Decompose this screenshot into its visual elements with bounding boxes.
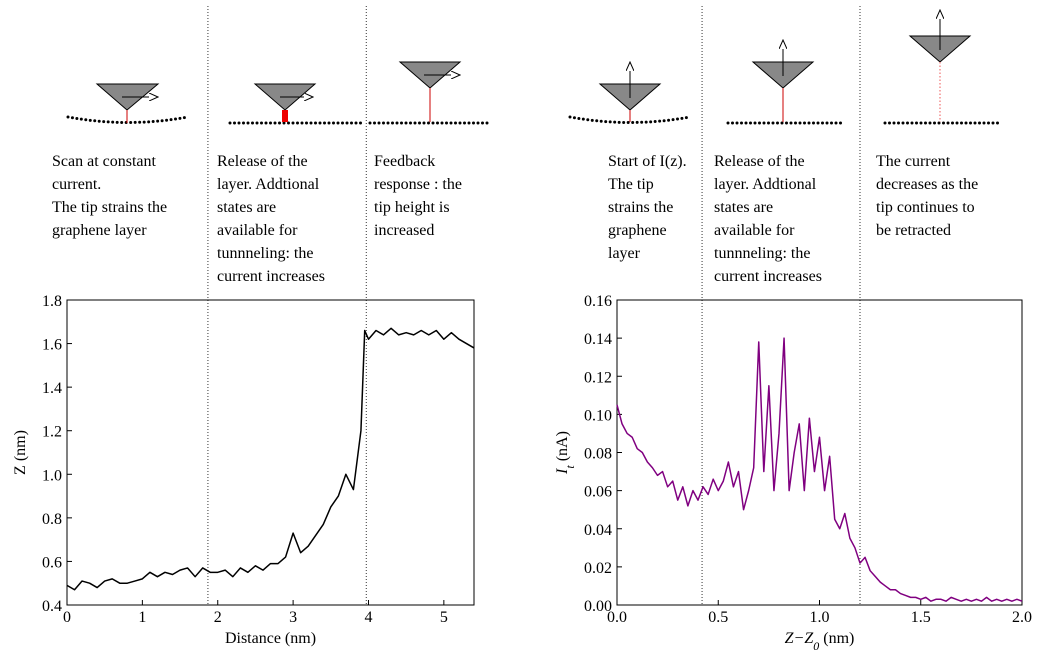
y-tick-label: 0.02 xyxy=(584,560,612,577)
annotation: available for xyxy=(714,222,795,239)
annotation: Feedback xyxy=(374,153,435,170)
annotation: response : the xyxy=(374,176,462,193)
x-tick-label: 2 xyxy=(214,609,222,626)
annotation: current. xyxy=(52,176,101,193)
y-tick-label: 0.6 xyxy=(42,554,62,571)
x-axis-label-part: (nm) xyxy=(819,630,854,647)
annotation: states are xyxy=(714,199,773,216)
plot-frame xyxy=(616,299,1023,606)
annotation: tunnneling: the xyxy=(714,245,810,262)
annotation: The tip strains the xyxy=(52,199,167,216)
annotation: tip continues to xyxy=(876,199,975,216)
annotation: Release of the xyxy=(217,153,308,170)
annotation: tip height is xyxy=(374,199,450,216)
annotation: Release of the xyxy=(714,153,805,170)
y-tick-label: 1.6 xyxy=(42,337,62,354)
annotation: layer xyxy=(608,245,641,262)
annotation: current increases xyxy=(217,268,325,285)
annotation: graphene xyxy=(608,222,667,239)
y-tick-label: 0.08 xyxy=(584,446,612,463)
annotation: strains the xyxy=(608,199,673,216)
x-tick-label: 5 xyxy=(440,609,448,626)
annotation: tunnneling: the xyxy=(217,245,313,262)
x-tick-label: 0.0 xyxy=(607,609,627,626)
x-tick-label: 1.0 xyxy=(810,609,830,626)
tip-diagrams xyxy=(66,10,1002,125)
y-axis-label: Z (nm) xyxy=(12,430,29,475)
y-axis-label-part: I xyxy=(554,468,571,475)
annotation: available for xyxy=(217,222,298,239)
y-tick-label: 1.8 xyxy=(42,293,62,310)
x-tick-label: 4 xyxy=(364,609,372,626)
x-axis-label: Distance (nm) xyxy=(225,630,316,647)
x-tick-label: 2.0 xyxy=(1012,609,1032,626)
annotation: layer. Addtional xyxy=(217,176,320,193)
annotation: states are xyxy=(217,199,276,216)
annotation: layer. Addtional xyxy=(714,176,817,193)
y-tick-label: 1.0 xyxy=(42,467,62,484)
annotation: increased xyxy=(374,222,434,239)
y-axis-label-part: Z (nm) xyxy=(12,430,29,475)
annotation: Scan at constant xyxy=(52,153,157,170)
annotation: The tip xyxy=(608,176,654,193)
y-axis-label-part: t xyxy=(563,465,577,469)
x-axis-label-part: Z−Z xyxy=(785,630,815,647)
annotation: decreases as the xyxy=(876,176,978,193)
annotation: graphene layer xyxy=(52,222,147,239)
y-tick-label: 0.10 xyxy=(584,407,612,424)
x-tick-label: 1.5 xyxy=(911,609,931,626)
x-tick-label: 0.5 xyxy=(708,609,728,626)
x-tick-label: 1 xyxy=(138,609,146,626)
y-tick-label: 0.16 xyxy=(584,293,612,310)
x-axis-label: Z−Z0 (nm) xyxy=(785,630,855,653)
y-axis-label: It (nA) xyxy=(554,431,577,475)
y-tick-label: 0.04 xyxy=(584,522,612,539)
x-axis-label-part: Distance (nm) xyxy=(225,630,316,647)
y-tick-label: 0.14 xyxy=(584,331,612,348)
annotation: Start of I(z). xyxy=(608,153,687,170)
x-axis-label-part: 0 xyxy=(813,639,819,653)
x-tick-label: 3 xyxy=(289,609,297,626)
y-axis-label-part: (nA) xyxy=(554,431,571,465)
annotation: be retracted xyxy=(876,222,951,239)
y-tick-label: 1.4 xyxy=(42,380,62,397)
data-line xyxy=(616,337,1023,602)
annotation: current increases xyxy=(714,268,822,285)
y-tick-label: 0.12 xyxy=(584,369,612,386)
plot-frame xyxy=(66,299,475,606)
y-tick-label: 0.00 xyxy=(584,598,612,615)
annotation: The current xyxy=(876,153,951,170)
data-line xyxy=(66,327,475,591)
x-tick-label: 0 xyxy=(63,609,71,626)
y-tick-label: 0.4 xyxy=(42,598,62,615)
y-tick-label: 0.8 xyxy=(42,511,62,528)
y-tick-label: 1.2 xyxy=(42,424,62,441)
y-tick-label: 0.06 xyxy=(584,484,612,501)
